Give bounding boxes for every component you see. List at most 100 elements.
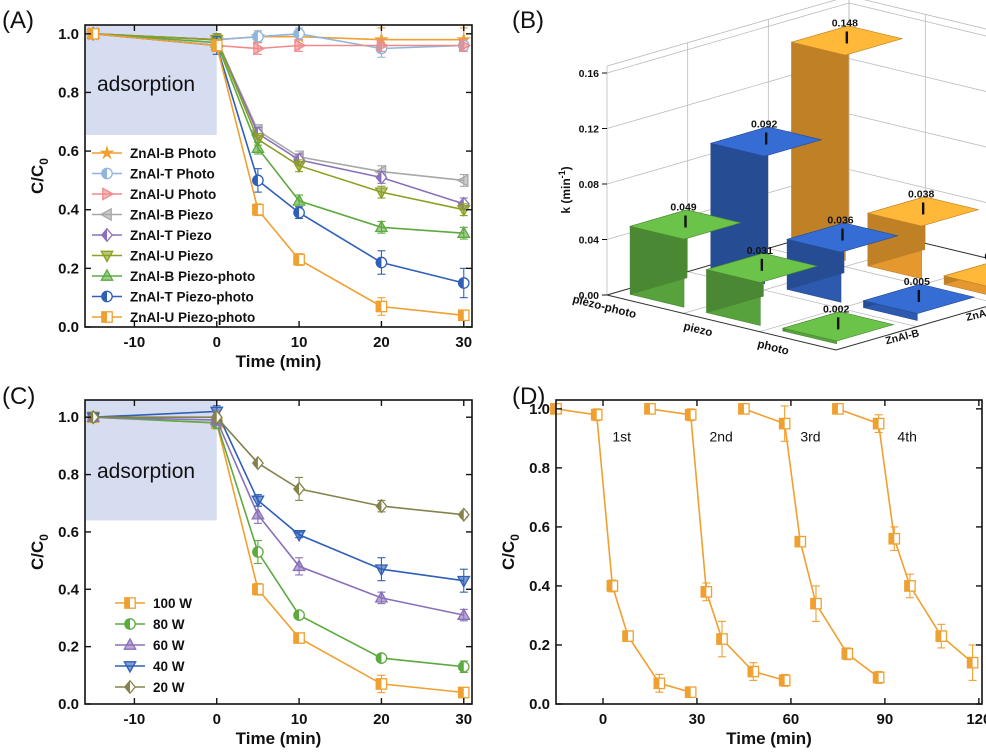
data-point-2nd [778,674,791,687]
legend-marker [123,661,137,674]
data-point-40-w-shape [292,529,306,543]
panel-label: (D) [512,383,545,410]
legend: 100 W 80 W 60 W 40 W 20 W [115,596,192,695]
grid-line [606,0,986,67]
data-point-40-w-shape [251,495,265,508]
data-point-znal-u-photo [253,41,266,56]
data-point-1st-fill [685,686,691,698]
legend-item-znal-u-photo: ZnAl-U Photo [92,187,216,202]
grid-line [606,113,986,185]
panel-c: adsorption -10 0 10 20 30 0.0 0.2 0.4 0.6 0.8 1.0 Ti… [2,383,473,748]
data-point-2nd [716,633,728,645]
data-point-znal-u-photo [376,38,389,53]
data-point-znal-b-piezo-photo [292,193,306,206]
bar-value-label: 0.036 [827,215,853,227]
data-point-1st [590,408,603,421]
x-tick-label: -10 [124,334,146,351]
data-point-1st-fill [550,403,556,415]
legend-marker [124,597,136,609]
data-point-znal-t-photo-fill [293,28,300,39]
legend-item-znal-b-piezo: ZnAl-B Piezo [92,208,213,223]
data-point-1st-fill [654,678,660,689]
data-point-60-w [374,590,389,603]
legend-label: 100 W [153,596,192,611]
data-point-1st [606,580,619,592]
y-tick-label: 1.0 [58,26,79,43]
series-line-znal-u-piezo [93,33,464,211]
y-tick-label: 0.4 [58,581,80,598]
legend-marker-fill [101,168,107,179]
y-axis-title-sub: 0 [508,534,522,541]
series-line-40-w [93,410,464,582]
data-point-100-w-fill [293,632,300,644]
data-point-znal-u-piezo-photo [210,39,223,52]
y-tick-label: 0.8 [58,84,79,101]
bar-znal-t-photo: 0.005 [862,276,976,321]
data-point-3rd [841,647,854,660]
series-line-60-w [93,416,464,616]
legend-label: ZnAl-T Photo [130,167,215,182]
series-4th [832,403,979,681]
legend-marker-fill [101,311,107,323]
data-point-znal-u-piezo-photo [375,300,388,313]
data-point-20-w [375,498,388,514]
bar-value-label: 0.031 [747,245,773,257]
data-point-znal-b-piezo-photo-shape [251,140,265,153]
y-tick-label: 0.4 [58,202,80,219]
legend-marker-shape [123,637,137,650]
data-point-3rd [810,597,822,610]
data-point-znal-u-piezo-photo-fill [458,310,464,321]
legend-label: ZnAl-T Piezo-photo [130,290,254,305]
series-line-znal-b-piezo-photo [93,33,464,234]
data-point-20-w [457,507,470,522]
panel-label: (B) [512,7,544,34]
y-tick-label: 0.6 [58,143,79,160]
data-point-20-w [210,409,223,425]
data-point-60-w-shape [456,607,471,620]
grid-line [606,58,986,129]
y-tick-label: 0.8 [529,460,550,477]
legend-label: 40 W [153,659,185,674]
z-tick-label: 0.16 [579,68,600,80]
legend-label: 60 W [153,638,185,653]
data-point-znal-u-piezo-shape [374,187,389,200]
series-60-w [86,409,471,622]
legend-marker [101,290,113,303]
x-tick-label: 0 [213,334,221,351]
data-point-100-w-fill [376,678,382,690]
x-tick-label: 20 [373,711,390,728]
y-axis-title-sub: 0 [37,534,51,541]
legend-marker [123,679,137,695]
data-point-40-w-shape [456,575,471,589]
y-tick-label: 1.0 [58,409,79,426]
data-point-60-w-shape [292,559,306,572]
data-point-znal-t-photo-fill [252,31,258,42]
legend-item-znal-b-piezo-photo: ZnAl-B Piezo-photo [92,268,255,284]
data-point-3rd-fill [842,648,848,660]
legend-marker-fill [124,618,130,630]
bar-value-label: 0.005 [904,276,930,288]
y-tick-label: 0.6 [58,524,79,541]
z-axis-title-main: k (min [559,178,573,213]
data-point-20-w-fill [293,482,300,496]
data-point-znal-u-piezo [374,187,389,200]
x-tick-label: -10 [124,711,146,728]
category-label-piezo-photo: piezo-photo [571,294,637,321]
y-tick-label: 0.6 [529,519,550,536]
data-point-20-w-fill [376,499,382,513]
depth-label-znal-t: ZnAl-T [965,304,986,324]
x-tick-label: 30 [455,334,472,351]
cycle-label-1st: 1st [612,428,631,444]
series-2nd [644,403,791,687]
x-tick-label: 0 [599,711,607,728]
legend-label: 80 W [153,617,185,632]
data-point-80-w [252,546,264,558]
legend-label: 20 W [153,680,185,695]
legend-marker-fill [101,291,107,302]
data-point-40-w [292,529,306,543]
data-point-80-w-fill [293,609,300,621]
data-point-3rd-fill [738,403,744,415]
y-axis-title: C/C0 [499,534,522,570]
panel-b: (B) 0.00 0.04 0.08 0.12 0.16 k (min-1) piezo-ph… [512,0,986,358]
x-axis-title: Time (min) [236,352,322,371]
